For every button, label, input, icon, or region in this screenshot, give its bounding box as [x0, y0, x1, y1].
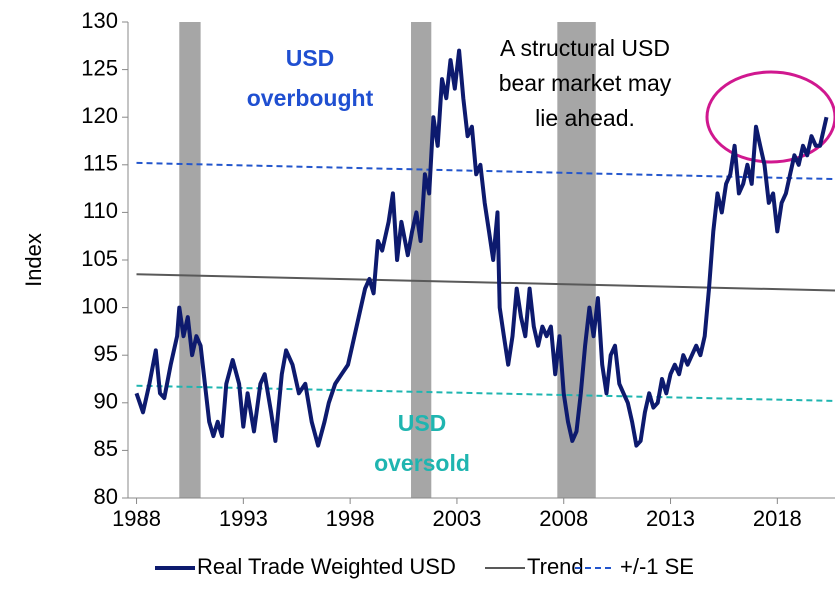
y-axis-label: Index	[21, 233, 46, 287]
x-tick-label: 2013	[646, 506, 695, 531]
annotation: bear market may	[499, 70, 672, 96]
annotation: oversold	[374, 450, 470, 476]
y-tick-label: 110	[83, 198, 118, 223]
series-line	[136, 273, 835, 292]
y-tick-label: 125	[81, 55, 118, 80]
annotation: USD	[286, 45, 335, 71]
x-tick-label: 1988	[112, 506, 161, 531]
legend-label: Trend	[527, 554, 584, 579]
y-tick-label: 90	[94, 389, 118, 414]
y-tick-label: 100	[81, 293, 118, 318]
recession-band	[411, 22, 432, 498]
y-tick-label: 115	[83, 151, 118, 176]
series-line	[136, 161, 835, 181]
highlight-ellipse	[705, 70, 835, 164]
legend-label: +/-1 SE	[620, 554, 694, 579]
y-tick-label: 120	[81, 103, 118, 128]
series-line	[136, 384, 835, 402]
x-tick-label: 2018	[753, 506, 802, 531]
series-line	[134, 48, 829, 448]
y-tick-label: 80	[94, 484, 118, 509]
x-tick-label: 1998	[326, 506, 375, 531]
y-tick-label: 130	[81, 8, 118, 33]
recession-band	[179, 22, 201, 498]
y-tick-label: 85	[94, 436, 118, 461]
x-tick-label: 1993	[219, 506, 268, 531]
x-tick-label: 2008	[539, 506, 588, 531]
x-tick-label: 2003	[432, 506, 481, 531]
annotation: lie ahead.	[535, 105, 635, 131]
annotation: A structural USD	[500, 35, 670, 61]
y-tick-label: 95	[94, 341, 118, 366]
legend-label: Real Trade Weighted USD	[197, 554, 456, 579]
annotation: USD	[398, 410, 447, 436]
annotation: overbought	[247, 85, 374, 111]
y-tick-label: 105	[81, 246, 118, 271]
